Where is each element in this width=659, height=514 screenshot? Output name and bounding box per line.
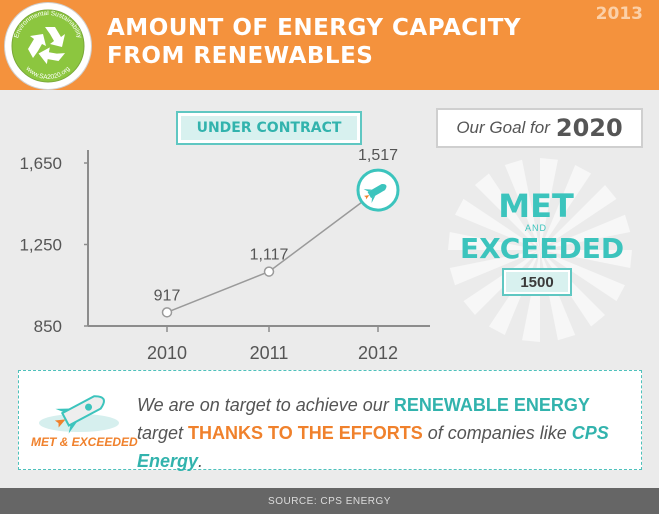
starburst-ray <box>448 232 540 250</box>
data-label: 1,117 <box>250 247 289 264</box>
callout-box: MET & EXCEEDED We are on target to achie… <box>18 370 642 471</box>
x-tick-label: 2011 <box>250 343 289 363</box>
starburst-ray <box>540 250 632 268</box>
starburst-ray <box>474 173 540 250</box>
callout-text-3: of companies like <box>422 423 572 443</box>
data-label: 917 <box>154 287 181 304</box>
goal-value: 1500 <box>506 272 568 292</box>
rocket-icon <box>39 395 119 434</box>
callout-message: We are on target to achieve our RENEWABL… <box>137 391 627 475</box>
header-banner: Environmental Sustainability www.SA2020.… <box>0 0 659 90</box>
page-title: AMOUNT OF ENERGY CAPACITY FROM RENEWABLE… <box>107 14 577 70</box>
under-contract-label: UNDER CONTRACT <box>181 116 357 140</box>
and-label: AND <box>524 223 547 233</box>
starburst-ray <box>504 159 540 250</box>
goal-value-box: 1500 <box>502 268 572 296</box>
under-contract-badge: UNDER CONTRACT <box>176 111 362 145</box>
callout-highlight-efforts: THANKS TO THE EFFORTS <box>188 423 423 443</box>
recycle-icon: Environmental Sustainability www.SA2020.… <box>11 9 85 83</box>
starburst-ray <box>540 184 617 250</box>
year-label: 2013 <box>595 4 643 24</box>
starburst-ray <box>540 250 625 302</box>
starburst-ray <box>540 214 631 250</box>
met-label: MET <box>498 187 574 225</box>
starburst-ray <box>540 165 592 250</box>
source-footer: SOURCE: CPS ENERGY <box>0 488 659 514</box>
starburst-graphic <box>448 158 632 342</box>
starburst-ray <box>463 250 540 316</box>
data-point <box>263 266 275 277</box>
starburst-ray <box>449 250 540 286</box>
exceeded-label: EXCEEDED <box>460 232 625 265</box>
callout-text-1: We are on target to achieve our <box>137 395 394 415</box>
callout-text-4: . <box>198 451 204 471</box>
callout-highlight-renewable: RENEWABLE ENERGY <box>393 395 590 415</box>
logo-badge <box>12 10 84 82</box>
data-point <box>161 307 173 318</box>
met-exceeded-label: MET & EXCEEDED <box>31 435 138 449</box>
y-tick-label: 1,250 <box>19 236 62 255</box>
starburst-ray <box>455 198 540 250</box>
y-tick-label: 850 <box>34 317 62 336</box>
sa2020-logo: Environmental Sustainability www.SA2020.… <box>5 3 91 89</box>
highlight-point-rocket <box>356 168 400 212</box>
page-title-line1: AMOUNT OF ENERGY CAPACITY <box>107 15 522 41</box>
page-title-line2: FROM RENEWABLES <box>107 43 374 69</box>
svg-text:Environmental Sustainability: Environmental Sustainability <box>13 10 83 40</box>
x-tick-label: 2010 <box>147 343 187 363</box>
callout-highlight-cps: CPS Energy <box>137 423 609 471</box>
goal-box: Our Goal for 2020 <box>436 108 643 148</box>
goal-prefix: Our Goal for <box>456 118 550 137</box>
logo-ring-bottom: www.SA2020.org <box>24 65 72 81</box>
data-label: 1,517 <box>358 147 398 164</box>
goal-year: 2020 <box>555 114 623 142</box>
y-tick-label: 1,650 <box>19 154 62 173</box>
svg-text:www.SA2020.org: www.SA2020.org <box>24 65 72 81</box>
capacity-line-chart: 1,650 1,250 850 2010 2011 2012 917 1,117 1,517 <box>19 147 430 363</box>
logo-ring-top: Environmental Sustainability <box>13 10 83 40</box>
callout-text-2: target <box>137 423 189 443</box>
source-label: SOURCE: CPS ENERGY <box>268 495 391 507</box>
x-tick-label: 2012 <box>358 343 398 363</box>
starburst-ray <box>540 158 558 250</box>
